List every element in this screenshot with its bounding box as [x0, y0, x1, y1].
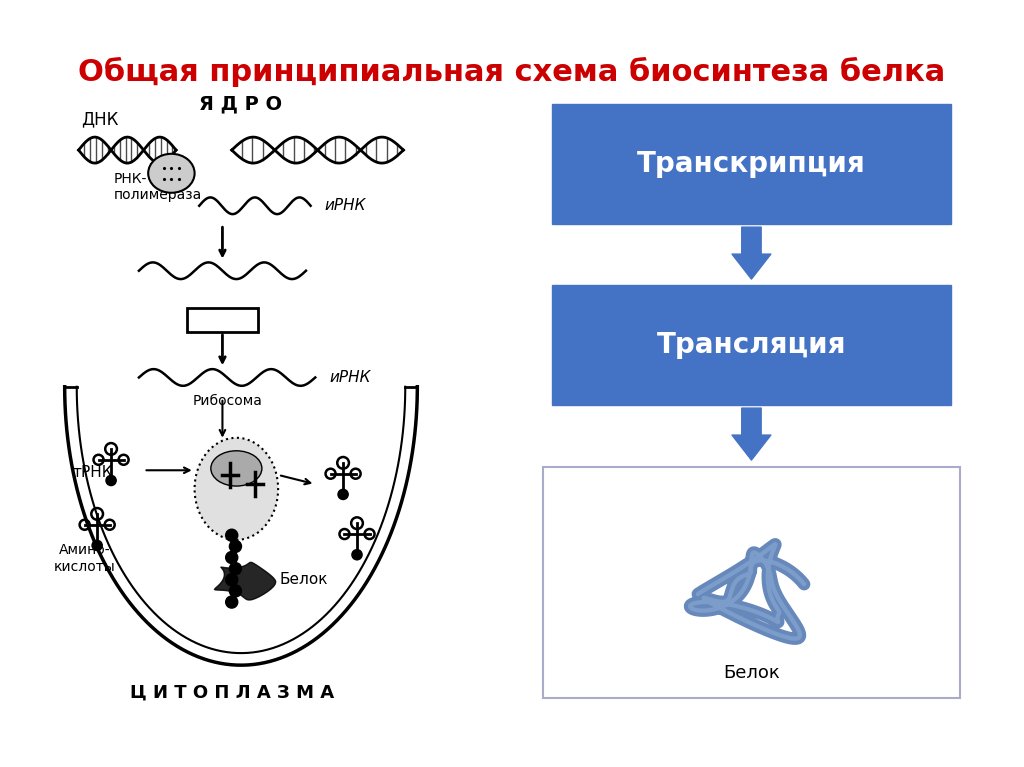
FancyBboxPatch shape: [187, 308, 258, 332]
Text: Белок: Белок: [723, 664, 780, 682]
Text: иРНК: иРНК: [329, 370, 371, 385]
Text: иРНК: иРНК: [325, 199, 366, 213]
Text: ДНК: ДНК: [81, 110, 119, 129]
FancyBboxPatch shape: [552, 285, 951, 405]
Text: Общая принципиальная схема биосинтеза белка: Общая принципиальная схема биосинтеза бе…: [79, 58, 945, 87]
FancyArrowPatch shape: [732, 227, 771, 279]
Text: Ц И Т О П Л А З М А: Ц И Т О П Л А З М А: [130, 684, 334, 702]
Circle shape: [229, 540, 242, 552]
FancyBboxPatch shape: [552, 104, 951, 224]
Ellipse shape: [211, 451, 262, 486]
Circle shape: [229, 563, 242, 574]
Text: Я Д Р О: Я Д Р О: [200, 94, 283, 114]
Text: Рибосома: Рибосома: [193, 394, 262, 408]
Text: Амино-
кислоты: Амино- кислоты: [54, 543, 116, 574]
Text: тРНК: тРНК: [72, 465, 113, 479]
Circle shape: [92, 540, 102, 551]
FancyBboxPatch shape: [543, 468, 961, 698]
Circle shape: [225, 574, 238, 586]
Circle shape: [352, 550, 362, 560]
Circle shape: [225, 596, 238, 608]
Circle shape: [105, 476, 116, 486]
FancyArrowPatch shape: [732, 408, 771, 460]
Text: Трансляция: Трансляция: [656, 331, 846, 359]
Text: Белок: Белок: [280, 572, 329, 588]
Circle shape: [229, 585, 242, 597]
Ellipse shape: [148, 154, 195, 193]
Circle shape: [225, 529, 238, 542]
Text: РНК-
полимераза: РНК- полимераза: [114, 172, 202, 202]
Circle shape: [225, 551, 238, 564]
Ellipse shape: [195, 438, 279, 540]
Circle shape: [338, 489, 348, 499]
Text: Транскрипция: Транскрипция: [637, 150, 866, 178]
Polygon shape: [215, 562, 275, 600]
